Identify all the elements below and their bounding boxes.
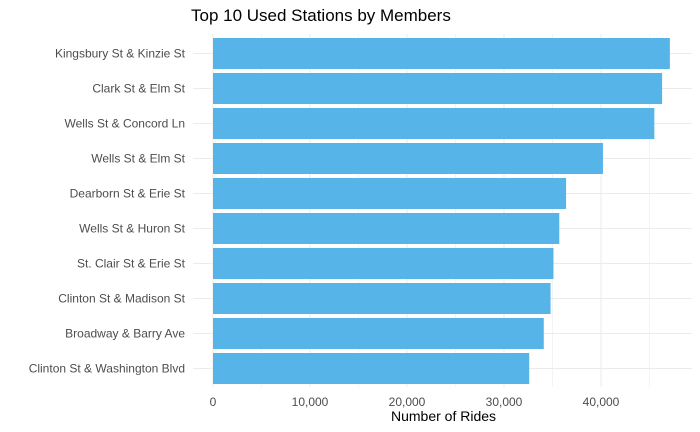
bar [213, 213, 560, 244]
y-tick-label: Dearborn St & Erie St [70, 187, 186, 201]
bar [213, 178, 567, 209]
bars [213, 38, 670, 384]
x-tick-label: 40,000 [583, 395, 620, 409]
y-tick-label: St. Clair St & Erie St [77, 257, 186, 271]
bar [213, 318, 544, 349]
y-tick-label: Wells St & Concord Ln [65, 117, 186, 131]
y-tick-label: Wells St & Huron St [79, 222, 185, 236]
x-tick-label: 0 [210, 395, 217, 409]
bar [213, 108, 655, 139]
bar [213, 248, 554, 279]
chart-title: Top 10 Used Stations by Members [191, 6, 451, 25]
x-tick-label: 20,000 [389, 395, 426, 409]
bar [213, 73, 663, 104]
y-tick-labels: Kingsbury St & Kinzie St Clark St & Elm S… [29, 47, 186, 376]
y-tick-label: Clinton St & Washington Blvd [29, 362, 185, 376]
x-axis-title: Number of Rides [390, 408, 497, 424]
bar [213, 143, 603, 174]
x-tick-label: 10,000 [292, 395, 329, 409]
bar [213, 38, 670, 69]
bar [213, 353, 530, 384]
bar [213, 283, 551, 314]
y-tick-label: Clark St & Elm St [92, 82, 185, 96]
x-tick-labels: 0 10,000 20,000 30,000 40,000 [210, 395, 620, 409]
x-tick-label: 30,000 [486, 395, 523, 409]
y-tick-label: Broadway & Barry Ave [65, 327, 185, 341]
y-tick-label: Wells St & Elm St [91, 152, 185, 166]
y-tick-label: Clinton St & Madison St [58, 292, 185, 306]
y-tick-label: Kingsbury St & Kinzie St [55, 47, 186, 61]
